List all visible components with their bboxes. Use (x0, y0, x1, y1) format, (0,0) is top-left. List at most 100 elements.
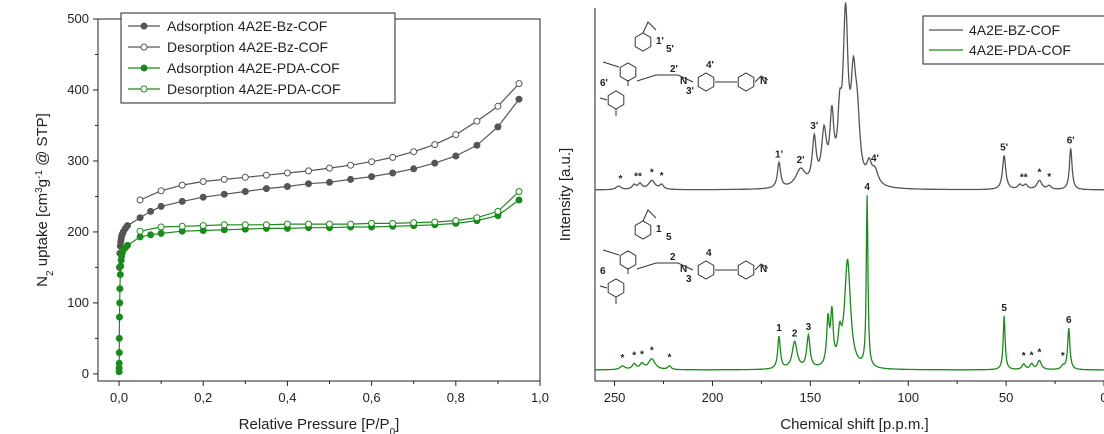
data-point (157, 229, 165, 237)
legend-box (922, 15, 1104, 65)
x-axis-label-sub: 0 (390, 427, 396, 434)
data-point (410, 148, 418, 156)
ring-amine (697, 260, 715, 280)
data-point (515, 80, 523, 88)
data-point (452, 152, 460, 160)
data-point (241, 221, 249, 229)
y-tick-label: 100 (67, 295, 89, 310)
data-point (494, 123, 502, 131)
structure-label: 2 (670, 252, 676, 263)
peak-label: * (650, 167, 654, 178)
data-point (389, 153, 397, 161)
data-point (431, 141, 439, 149)
data-point (389, 219, 397, 227)
data-point (124, 222, 131, 230)
isotherm-series (136, 188, 523, 235)
isotherm-chart: 0,0 0,2 0,4 0,6 0,8 1,0 0 100 200 300 400 500 Relati… (34, 11, 550, 434)
data-point (515, 188, 523, 195)
peak-label: 1 (776, 323, 782, 334)
data-point (515, 196, 523, 204)
data-point (136, 233, 144, 241)
x-axis-label: Relative Pressure [P/P0] (239, 416, 400, 434)
atom-label: N (760, 76, 767, 87)
data-point (157, 202, 165, 210)
data-point (115, 349, 123, 357)
data-point (326, 178, 333, 186)
data-point (116, 285, 124, 293)
data-point (115, 359, 123, 367)
data-point (136, 214, 144, 222)
data-point (368, 158, 376, 166)
y-axis-label-part: N (34, 276, 51, 287)
peak-label: * (640, 350, 644, 361)
atom-label: N (680, 264, 687, 275)
structure-label: 1' (656, 36, 664, 47)
y-tick-label: 0 (82, 366, 89, 381)
peak-label: 5' (1000, 142, 1008, 153)
ring-top (634, 32, 652, 52)
x-tick-label: 0 (1100, 390, 1104, 405)
peak-label: * (1022, 351, 1026, 362)
ring-terminal (737, 260, 755, 280)
ring-center (619, 62, 637, 82)
data-point (305, 220, 312, 228)
data-point (147, 207, 155, 215)
structure-label: 4 (706, 248, 712, 259)
data-point (241, 188, 249, 195)
data-point (305, 180, 312, 188)
data-point (494, 102, 502, 110)
data-point (117, 262, 125, 270)
data-point (136, 196, 144, 204)
peak-label: 6 (1066, 315, 1072, 326)
peak-label: 5 (1001, 303, 1007, 314)
data-point (283, 183, 291, 190)
data-point (116, 271, 124, 278)
peak-label: 3 (806, 322, 812, 333)
data-point (136, 227, 144, 235)
peak-label: * (1037, 347, 1041, 358)
data-point (220, 175, 228, 183)
x-tick-label: 0,2 (194, 390, 212, 405)
legend-label: 4A2E-PDA-COF (969, 42, 1071, 58)
data-point (199, 193, 207, 201)
nmr-legend: 4A2E-BZ-COF 4A2E-PDA-COF (922, 15, 1104, 65)
y-axis-label-part: 3 (34, 187, 45, 193)
y-axis-label-part: @ STP] (34, 113, 51, 170)
data-point (410, 165, 418, 173)
nmr-series-line (595, 2, 1104, 191)
ring-terminal (737, 72, 755, 92)
data-point (262, 171, 270, 179)
y-tick-label: 200 (67, 224, 89, 239)
x-tick-label: 0,6 (363, 390, 381, 405)
y-tick-label: 300 (67, 153, 89, 168)
data-point (241, 173, 249, 181)
data-point (283, 169, 291, 177)
peak-label: * (632, 350, 636, 361)
data-point (431, 218, 439, 226)
structure-label: 6' (600, 78, 608, 89)
data-point (389, 169, 397, 177)
data-point (473, 141, 481, 149)
data-point (326, 220, 333, 228)
y-tick-label: 500 (67, 11, 89, 26)
data-point (494, 207, 502, 215)
data-point (326, 164, 333, 172)
structure-label: 4' (706, 60, 714, 71)
isotherm-legend: Adsorption 4A2E-Bz-COF Desorption 4A2E-Bz… (120, 12, 396, 104)
data-point (283, 220, 291, 228)
data-point (178, 222, 186, 230)
x-tick-label: 0,0 (110, 390, 128, 405)
structure-label: 5' (666, 44, 674, 55)
x-axis-label-text: Relative Pressure [P/P (239, 416, 390, 433)
peak-label: 1' (775, 149, 783, 160)
ring-top (634, 220, 652, 240)
isotherm-series (136, 80, 523, 204)
structure-label: 5 (666, 232, 672, 243)
x-axis-label: Chemical shift [p.p.m.] (780, 416, 928, 433)
atom-label: N (680, 76, 687, 87)
peak-label: 3' (810, 121, 818, 132)
x-tick-label: 1,0 (531, 390, 549, 405)
data-point (124, 241, 131, 249)
ring-amine (697, 72, 715, 92)
data-point (116, 313, 123, 321)
